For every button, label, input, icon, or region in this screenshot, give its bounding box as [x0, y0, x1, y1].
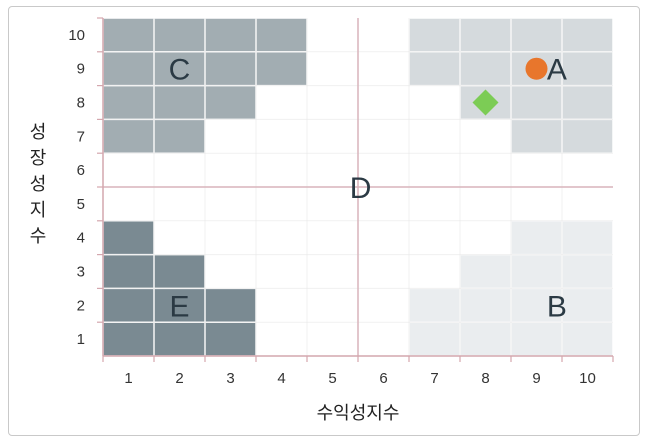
x-axis-title: 수익성지수 — [317, 403, 400, 423]
y-axis-title-glyph: 성 — [30, 122, 47, 142]
data-point-circle — [525, 57, 548, 80]
y-tick-label: 1 — [77, 331, 85, 348]
zone-e-cell — [205, 322, 256, 356]
zone-a-cell — [562, 119, 613, 154]
y-tick-label: 2 — [77, 297, 85, 314]
zone-label-b: B — [547, 290, 567, 323]
zone-e-cell — [154, 254, 205, 289]
zone-c-cell — [256, 51, 307, 86]
x-tick-label: 4 — [277, 370, 285, 387]
x-tick-label: 8 — [481, 370, 489, 387]
zone-a-cell — [562, 85, 613, 120]
zone-b-cell — [460, 288, 511, 323]
zone-b-cell — [460, 254, 511, 289]
zone-e-cell — [103, 220, 154, 255]
y-tick-label: 8 — [77, 95, 85, 112]
zone-b-cell — [562, 220, 613, 255]
zone-a-cell — [409, 18, 460, 52]
zone-e-cell — [205, 288, 256, 323]
y-tick-label: 9 — [77, 61, 85, 78]
x-tick-label: 1 — [124, 370, 132, 387]
zone-c-cell — [205, 51, 256, 86]
zone-a-cell — [562, 51, 613, 86]
y-tick-label: 5 — [77, 196, 85, 213]
zone-labels: C A E B D — [169, 54, 567, 324]
zone-b-cell — [460, 322, 511, 356]
zone-b-cell — [511, 288, 562, 323]
zone-a-cell — [562, 18, 613, 52]
zone-c-cell — [154, 51, 205, 86]
zone-label-c: C — [169, 54, 191, 87]
y-tick-label: 10 — [68, 27, 85, 44]
data-point-diamond — [472, 89, 499, 116]
zone-a-cell — [511, 119, 562, 154]
x-tick-label: 7 — [430, 370, 438, 387]
zone-e-cell — [103, 322, 154, 356]
zone-c-cell — [154, 119, 205, 154]
y-axis-title-glyph: 장 — [30, 148, 47, 168]
zone-b-cell — [562, 288, 613, 323]
x-tick-label: 9 — [532, 370, 540, 387]
y-tick-label: 6 — [77, 162, 85, 179]
zone-c-cell — [205, 18, 256, 52]
zone-c-cell — [103, 18, 154, 52]
x-tick-label: 5 — [328, 370, 336, 387]
x-tick-label: 3 — [226, 370, 234, 387]
y-axis-title-glyph: 지 — [30, 200, 47, 220]
zone-a-cell — [460, 18, 511, 52]
zone-c-cell — [103, 51, 154, 86]
zone-b-cell — [511, 220, 562, 255]
zone-e-cell — [103, 288, 154, 323]
zone-label-d: D — [350, 172, 372, 205]
zone-c-cell — [154, 85, 205, 120]
zone-b-cell — [562, 254, 613, 289]
x-tick-label: 10 — [579, 370, 596, 387]
zone-e-cell — [154, 322, 205, 356]
axes: 1 2 3 4 5 6 7 8 9 10 1 2 3 4 5 6 7 8 9 10 — [68, 17, 614, 387]
zone-a-cell — [511, 85, 562, 120]
x-tick-label: 2 — [175, 370, 183, 387]
zone-b-cell — [409, 322, 460, 356]
zone-b-cell — [511, 254, 562, 289]
zone-label-e: E — [169, 290, 189, 323]
zone-c-cell — [256, 18, 307, 52]
zone-b-cell — [511, 322, 562, 356]
y-tick-label: 3 — [77, 264, 85, 281]
zone-b-cell — [409, 288, 460, 323]
zone-c-cell — [154, 18, 205, 52]
x-tick-label: 6 — [379, 370, 387, 387]
zone-label-a: A — [547, 54, 567, 87]
zone-c-cell — [103, 85, 154, 120]
zone-a-cell — [511, 18, 562, 52]
zone-a-cell — [409, 51, 460, 86]
zone-c-cell — [103, 119, 154, 154]
zone-c-cell — [205, 85, 256, 120]
zone-a-cell — [460, 51, 511, 86]
y-tick-label: 4 — [77, 230, 85, 247]
data-points — [472, 57, 548, 116]
zone-e-cell — [154, 288, 205, 323]
y-axis-title-glyph: 수 — [30, 226, 47, 246]
y-axis-title-glyph: 성 — [30, 174, 47, 194]
zone-cells — [103, 18, 613, 356]
y-tick-label: 7 — [77, 128, 85, 145]
zone-b-cell — [562, 322, 613, 356]
zone-e-cell — [103, 254, 154, 289]
